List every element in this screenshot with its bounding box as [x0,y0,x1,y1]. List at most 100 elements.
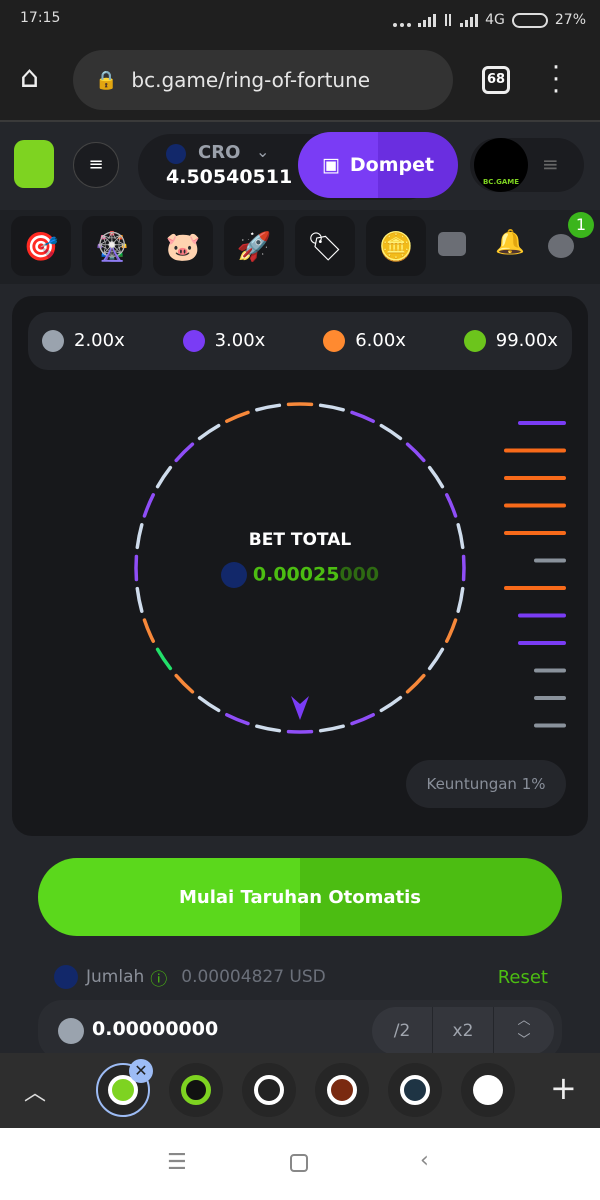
currency-label: CRO [198,142,241,163]
ring-segment [445,618,458,643]
tab-ng[interactable] [242,1063,296,1117]
game-panel: 2.00x 3.00x 6.00x 99.00x BET TOTAL 0.000250… [12,296,588,836]
ring-segment [197,695,221,713]
ring-wheel [134,402,566,734]
recent-apps-icon[interactable]: ☰ [167,1150,187,1175]
home-icon[interactable]: ⌂ [20,60,40,95]
ring-segment [197,423,221,441]
chat-badge: 1 [568,212,594,238]
multiplier-item: 6.00x [323,330,406,352]
menu-dots-icon[interactable]: · · · [551,53,561,107]
ring-segment [350,410,375,423]
ring-segment [142,618,155,643]
hamburger-menu-button[interactable]: ≡ [73,142,119,188]
amount-controls: /2 x2 ︿ ﹀ [372,1007,554,1055]
chat-icon[interactable] [548,234,574,258]
ring-segment [155,465,173,489]
status-bar: 17:15 4G 27% [0,0,600,40]
color-dot [323,330,346,352]
multiplier-legend: 2.00x 3.00x 6.00x 99.00x [28,312,572,370]
ring-segment [318,724,345,733]
tab-bc-game[interactable] [169,1063,223,1117]
half-button[interactable]: /2 [372,1007,433,1055]
ring-segment [405,442,426,463]
chevron-down-icon[interactable]: ⌄ [256,142,270,161]
ring-segment [445,493,458,518]
browser-toolbar: ⌂ 🔒 bc.game/ring-of-fortune 68 · · · [0,40,600,122]
ring-segment [135,523,144,550]
multiplier-label: 2.00x [74,330,125,351]
color-dot [463,330,486,352]
ring-segment [174,673,195,694]
profile-box[interactable]: BC.GAME ≡ [470,138,584,192]
coin-icon [58,1018,84,1044]
target-icon[interactable]: 🎯 [11,216,71,276]
piggy-bank-icon[interactable]: 🐷 [153,216,213,276]
list-menu-icon[interactable]: ≡ [542,152,559,176]
wheel-icon[interactable]: 🎡 [82,216,142,276]
color-dot [182,330,205,352]
pointer-arrow-icon [291,696,309,720]
site-header: ≡ CRO ⌄ 4.50540511 ▣ Dompet BC.GAME ≡ [0,124,600,210]
multiplier-item: 3.00x [182,330,266,352]
multiplier-label: 99.00x [495,330,558,351]
lock-icon: 🔒 [95,69,118,91]
bet-total-title: BET TOTAL [248,530,352,550]
coin-icon[interactable]: 🪙 [366,216,426,276]
url-text: bc.game/ring-of-fortune [131,68,371,92]
price-tag-icon[interactable]: 🏷 [295,216,355,276]
clock: 17:15 [20,10,61,26]
status-icons: 4G 27% [393,0,586,40]
amount-value: 0.00000000 [92,1018,219,1040]
ring-segment [427,465,445,489]
tab-s[interactable] [388,1063,442,1117]
cro-coin-icon [54,965,78,989]
amount-input[interactable]: 0.00000000 /2 x2 ︿ ﹀ [38,1000,562,1060]
avatar[interactable]: BC.GAME [474,138,528,192]
signal-icon [418,13,437,27]
ring-segment [350,713,375,726]
profit-badge: Keuntungan 1% [406,760,566,808]
reset-link[interactable]: Reset [497,966,548,988]
new-tab-icon[interactable]: + [550,1069,577,1107]
address-bar[interactable]: 🔒 bc.game/ring-of-fortune [73,50,453,110]
browser-tab-strip: ︿ ✕ + [0,1053,600,1128]
wallet-icon: ▣ [321,154,340,176]
data-transfer-icon [443,13,453,27]
ring-segment [225,410,250,423]
double-button[interactable]: x2 [433,1007,494,1055]
bell-icon[interactable]: 🔔 [495,228,525,256]
wallet-button[interactable]: ▣ Dompet [298,132,458,198]
balance-value: 4.50540511 [166,166,293,188]
back-icon[interactable]: ‹ [420,1148,429,1173]
cro-coin-icon [166,144,186,164]
tab-dt[interactable] [315,1063,369,1117]
quick-icons-row: 🎯 🎡 🐷 🚀 🏷 🪙 🔔 1 [0,210,600,284]
ring-segment [142,493,155,518]
ring-segment [255,724,282,733]
ring-segment [427,647,445,671]
ring-segment [135,586,144,613]
amount-usd: 0.00004827 USD [181,967,326,987]
info-icon[interactable]: ⓘ [150,969,168,990]
ring-segment [456,586,465,613]
tab-kt[interactable] [461,1063,515,1117]
tab-count-button[interactable]: 68 [482,66,510,94]
auto-bet-button[interactable]: Mulai Taruhan Otomatis [38,858,562,936]
chevron-up-icon[interactable]: ︿ [24,1081,47,1106]
multiplier-item: 2.00x [42,330,125,352]
ring-segment [225,713,250,726]
system-nav-bar: ☰ ‹ [0,1128,600,1200]
ring-segment [456,523,465,550]
ring-segment [379,695,403,713]
bc-logo[interactable] [14,140,54,188]
close-tab-icon[interactable]: ✕ [129,1059,153,1083]
mail-icon[interactable] [438,232,466,256]
amount-label: Jumlah [86,967,145,987]
ring-segment [255,403,282,412]
home-nav-icon[interactable] [290,1154,308,1172]
rocket-icon[interactable]: 🚀 [224,216,284,276]
stepper-arrows-icon[interactable]: ︿ ﹀ [517,1013,531,1048]
multiplier-label: 3.00x [214,330,266,351]
wallet-label: Dompet [349,154,435,176]
